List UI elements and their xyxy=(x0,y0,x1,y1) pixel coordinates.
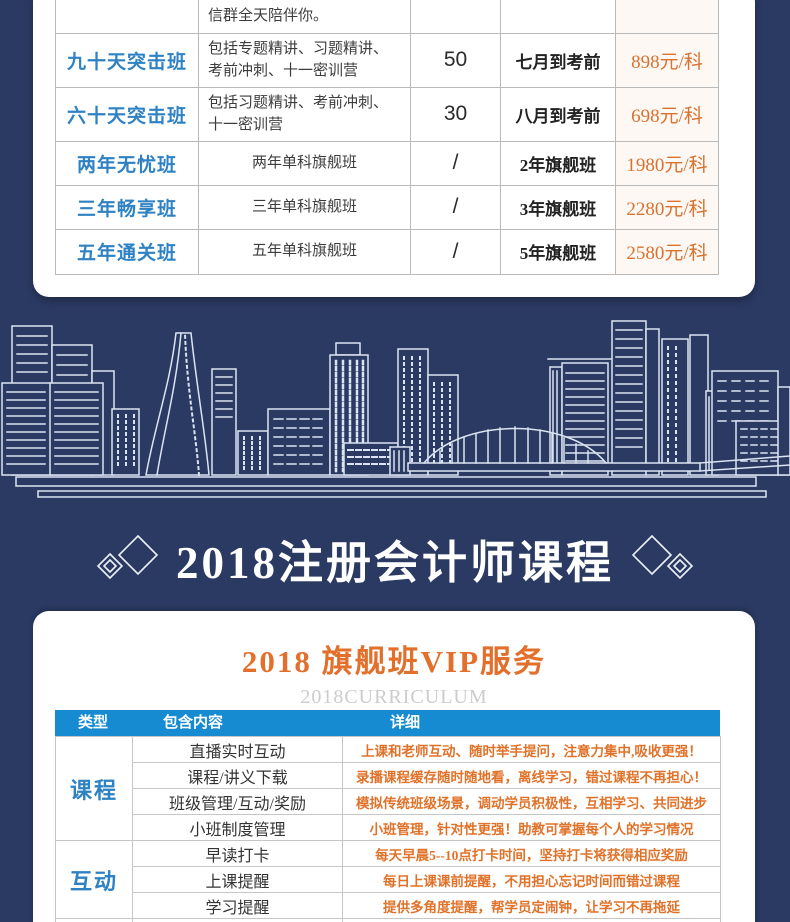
section-title: 2018注册会计师课程 xyxy=(175,537,614,588)
vip-table-header: 类型 包含内容 详细 xyxy=(55,710,720,736)
course-row: 九十天突击班 包括专题精讲、习题精讲、考前冲刺、十一密训营 50 七月到考前 898元/… xyxy=(55,32,719,88)
course-cell-period: 3年旗舰班 xyxy=(500,184,616,230)
vip-cell-content xyxy=(132,918,343,922)
course-cell-name: 两年无忧班 xyxy=(55,140,199,186)
vip-cell-detail: 每天早晨5--10点打卡时间，坚持打卡将获得相应奖励 xyxy=(342,840,721,867)
vip-cell-detail: 上课和老师互动、随时举手提问，注意力集中,吸收更强！ xyxy=(342,736,721,763)
course-cell-count: / xyxy=(410,184,501,230)
header-type: 类型 xyxy=(77,715,109,731)
course-cell-name: 六十天突击班 xyxy=(55,86,199,142)
course-cell-name: 九十天突击班 xyxy=(55,32,199,88)
vip-cell-content: 上课提醒 xyxy=(132,866,343,893)
vip-cell-type xyxy=(55,918,133,922)
course-cell-name xyxy=(55,0,199,34)
vip-row: 课程 直播实时互动 上课和老师互动、随时举手提问，注意力集中,吸收更强！ xyxy=(55,736,721,841)
course-cell-price: 2280元/科 xyxy=(615,184,719,230)
course-cell-price: 698元/科 xyxy=(615,86,719,142)
vip-cell-content: 学习提醒 xyxy=(132,892,343,919)
vip-cell-detail: 小班管理，针对性更强！助教可掌握每个人的学习情况 xyxy=(342,814,721,841)
course-cell-period: 2年旗舰班 xyxy=(500,140,616,186)
section-title-row: 2018注册会计师课程 xyxy=(0,520,790,596)
course-cell-desc: 包括专题精讲、习题精讲、考前冲刺、十一密训营 xyxy=(198,32,411,88)
course-cell-count: / xyxy=(410,140,501,186)
vip-cell-content: 小班制度管理 xyxy=(132,814,343,841)
vip-cell-type: 互动 xyxy=(55,840,133,919)
course-cell-count: / xyxy=(410,228,501,275)
header-content: 包含内容 xyxy=(162,715,224,731)
vip-card-title: 2018 旗舰班VIP服务 xyxy=(241,644,547,679)
course-cell-name: 五年通关班 xyxy=(55,228,199,275)
course-cell-name: 三年畅享班 xyxy=(55,184,199,230)
vip-row xyxy=(55,918,721,922)
vip-card-subtitle: 2018CURRICULUM xyxy=(300,686,488,708)
course-cell-price: 2580元/科 xyxy=(615,228,719,275)
vip-row: 班级管理/互动/奖励 模拟传统班级场景，调动学员积极性，互相学习、共同进步 xyxy=(56,788,721,815)
course-row: 五年通关班 五年单科旗舰班/5年旗舰班 2580元/科 xyxy=(55,228,719,275)
course-cell-desc: 两年单科旗舰班 xyxy=(198,140,411,186)
vip-cell-content: 班级管理/互动/奖励 xyxy=(132,788,343,815)
vip-cell-content: 早读打卡 xyxy=(132,840,343,867)
course-cell-period xyxy=(500,0,616,34)
course-cell-desc: 三年单科旗舰班 xyxy=(198,184,411,230)
course-cell-count: 30 xyxy=(410,86,501,142)
vip-row: 上课提醒 每日上课课前提醒，不用担心忘记时间而错过课程 xyxy=(56,866,721,893)
course-row: 两年无忧班 两年单科旗舰班/2年旗舰班 1980元/科 xyxy=(55,140,719,186)
vip-cell-detail: 提供多角度提醒，帮学员定闹钟，让学习不再拖延 xyxy=(342,892,721,919)
city-skyline-illustration xyxy=(1,320,790,498)
header-detail: 详细 xyxy=(389,715,421,731)
vip-service-table: 类型 包含内容 详细 课程 直播实时互动 上课和老师互动、随时举手提问，注意力集中,… xyxy=(55,710,721,922)
vip-row: 小班制度管理 小班管理，针对性更强！助教可掌握每个人的学习情况 xyxy=(56,814,721,841)
course-row: 六十天突击班 包括习题精讲、考前冲刺、十一密训营 30 八月到考前 698元/科 xyxy=(55,86,719,142)
course-row: 三年畅享班 三年单科旗舰班/3年旗舰班 2280元/科 xyxy=(55,184,719,230)
vip-row: 互动 早读打卡 每天早晨5--10点打卡时间，坚持打卡将获得相应奖励 xyxy=(55,840,721,919)
vip-cell-detail: 录播课程缓存随时随地看，离线学习，错过课程不再担心！ xyxy=(342,762,721,789)
diamond-ornament-left-icon xyxy=(96,534,159,580)
course-price-table: 信群全天陪伴你。 九十天突击班 包括专题精讲、习题精讲、考前冲刺、十一密训营 50 七月… xyxy=(55,0,719,275)
diamond-ornament-right-icon xyxy=(631,534,694,580)
vip-cell-type: 课程 xyxy=(55,736,133,841)
vip-cell-detail: 模拟传统班级场景，调动学员积极性，互相学习、共同进步 xyxy=(342,788,721,815)
course-cell-desc: 包括习题精讲、考前冲刺、十一密训营 xyxy=(198,86,411,142)
vip-cell-detail xyxy=(342,918,721,922)
vip-cell-content: 课程/讲义下载 xyxy=(132,762,343,789)
course-cell-count xyxy=(410,0,501,34)
course-cell-count: 50 xyxy=(410,32,501,88)
vip-cell-content: 直播实时互动 xyxy=(132,736,343,763)
course-cell-price: 898元/科 xyxy=(615,32,719,88)
vip-row: 课程/讲义下载 录播课程缓存随时随地看，离线学习，错过课程不再担心！ xyxy=(56,762,721,789)
course-cell-price: 1980元/科 xyxy=(615,140,719,186)
course-row: 信群全天陪伴你。 xyxy=(55,0,719,34)
course-cell-desc: 五年单科旗舰班 xyxy=(198,228,411,275)
course-cell-period: 5年旗舰班 xyxy=(500,228,616,275)
course-cell-period: 七月到考前 xyxy=(500,32,616,88)
vip-row: 学习提醒 提供多角度提醒，帮学员定闹钟，让学习不再拖延 xyxy=(56,892,721,919)
vip-service-card: 2018 旗舰班VIP服务 2018CURRICULUM 类型 包含内容 详细 … xyxy=(33,611,755,922)
course-cell-price xyxy=(615,0,719,34)
course-cell-period: 八月到考前 xyxy=(500,86,616,142)
course-price-card: 信群全天陪伴你。 九十天突击班 包括专题精讲、习题精讲、考前冲刺、十一密训营 50 七月… xyxy=(33,0,755,297)
course-cell-desc: 信群全天陪伴你。 xyxy=(198,0,411,34)
vip-cell-detail: 每日上课课前提醒，不用担心忘记时间而错过课程 xyxy=(342,866,721,893)
